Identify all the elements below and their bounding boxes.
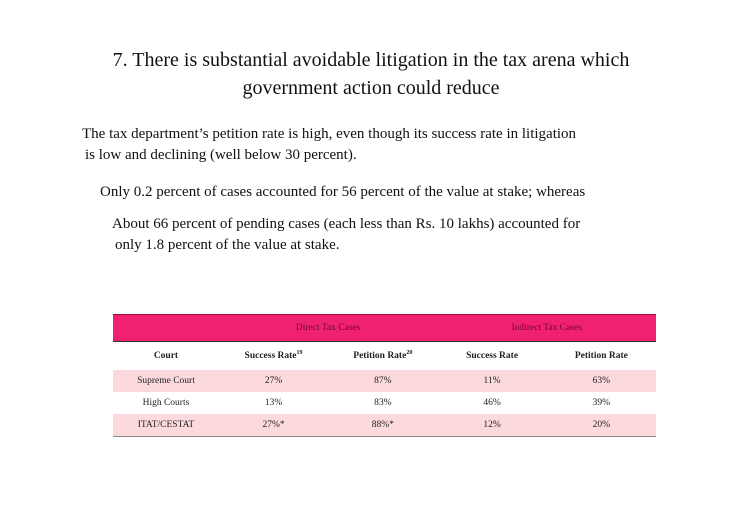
paragraph-pending-cases-line-1: About 66 percent of pending cases (each … [112,216,581,232]
cell-direct-petition: 88%* [328,414,438,437]
cell-direct-petition: 87% [328,370,438,392]
col-header-direct-success-label: Success Rate [244,351,297,361]
cell-direct-success: 27% [218,370,329,392]
col-header-direct-petition-label: Petition Rate [353,351,407,361]
table-group-header-row: Direct Tax Cases Indirect Tax Cases [113,314,656,342]
cell-indirect-petition: 63% [546,370,656,392]
col-header-direct-success-rate: Success Rate19 [218,341,329,370]
paragraph-pending-cases-line-2: only 1.8 percent of the value at stake. [115,237,340,253]
col-header-court: Court [113,341,219,370]
slide-title: 7. There is substantial avoidable litiga… [40,46,702,102]
paragraph-petition-rate: The tax department’s petition rate is hi… [82,124,682,166]
col-header-indirect-petition-rate: Petition Rate [546,341,656,370]
cell-indirect-petition: 39% [592,398,611,408]
table-column-header-row: Court Success Rate19 Petition Rate20 Suc… [113,341,656,370]
group-header-blank [113,314,219,342]
cell-court: High Courts [142,398,190,408]
paragraph-petition-rate-line-1: The tax department’s petition rate is hi… [82,126,577,142]
cell-indirect-success: 46% [483,398,501,408]
cell-indirect-success: 12% [437,414,547,437]
cell-direct-success: 27%* [218,414,329,437]
paragraph-pending-cases: About 66 percent of pending cases (each … [112,214,702,256]
cell-direct-petition: 83% [374,398,392,408]
col-header-indirect-success-rate: Success Rate [437,341,547,370]
col-header-direct-petition-rate: Petition Rate20 [328,341,438,370]
cell-indirect-petition: 20% [546,414,656,437]
slide-title-line-1: 7. There is substantial avoidable litiga… [112,49,630,71]
slide-title-line-2: government action could reduce [242,77,500,99]
table-row: ITAT/CESTAT 27%* 88%* 12% 20% [113,414,656,437]
group-header-indirect-tax: Indirect Tax Cases [437,314,656,342]
cell-court: Supreme Court [113,370,219,392]
footnote-ref-19: 19 [296,349,303,356]
cell-indirect-success: 11% [437,370,547,392]
group-header-direct-tax: Direct Tax Cases [218,314,438,342]
cell-court: ITAT/CESTAT [113,414,219,437]
cell-direct-success: 13% [264,398,283,408]
table-row: High Courts 13% 83% 46% 39% [113,392,656,414]
paragraph-value-share: Only 0.2 percent of cases accounted for … [100,184,586,200]
litigation-rates-table: Direct Tax Cases Indirect Tax Cases Cour… [113,314,656,437]
paragraph-petition-rate-line-2: is low and declining (well below 30 perc… [85,147,357,163]
table-row: Supreme Court 27% 87% 11% 63% [113,370,656,392]
footnote-ref-20: 20 [406,349,413,356]
